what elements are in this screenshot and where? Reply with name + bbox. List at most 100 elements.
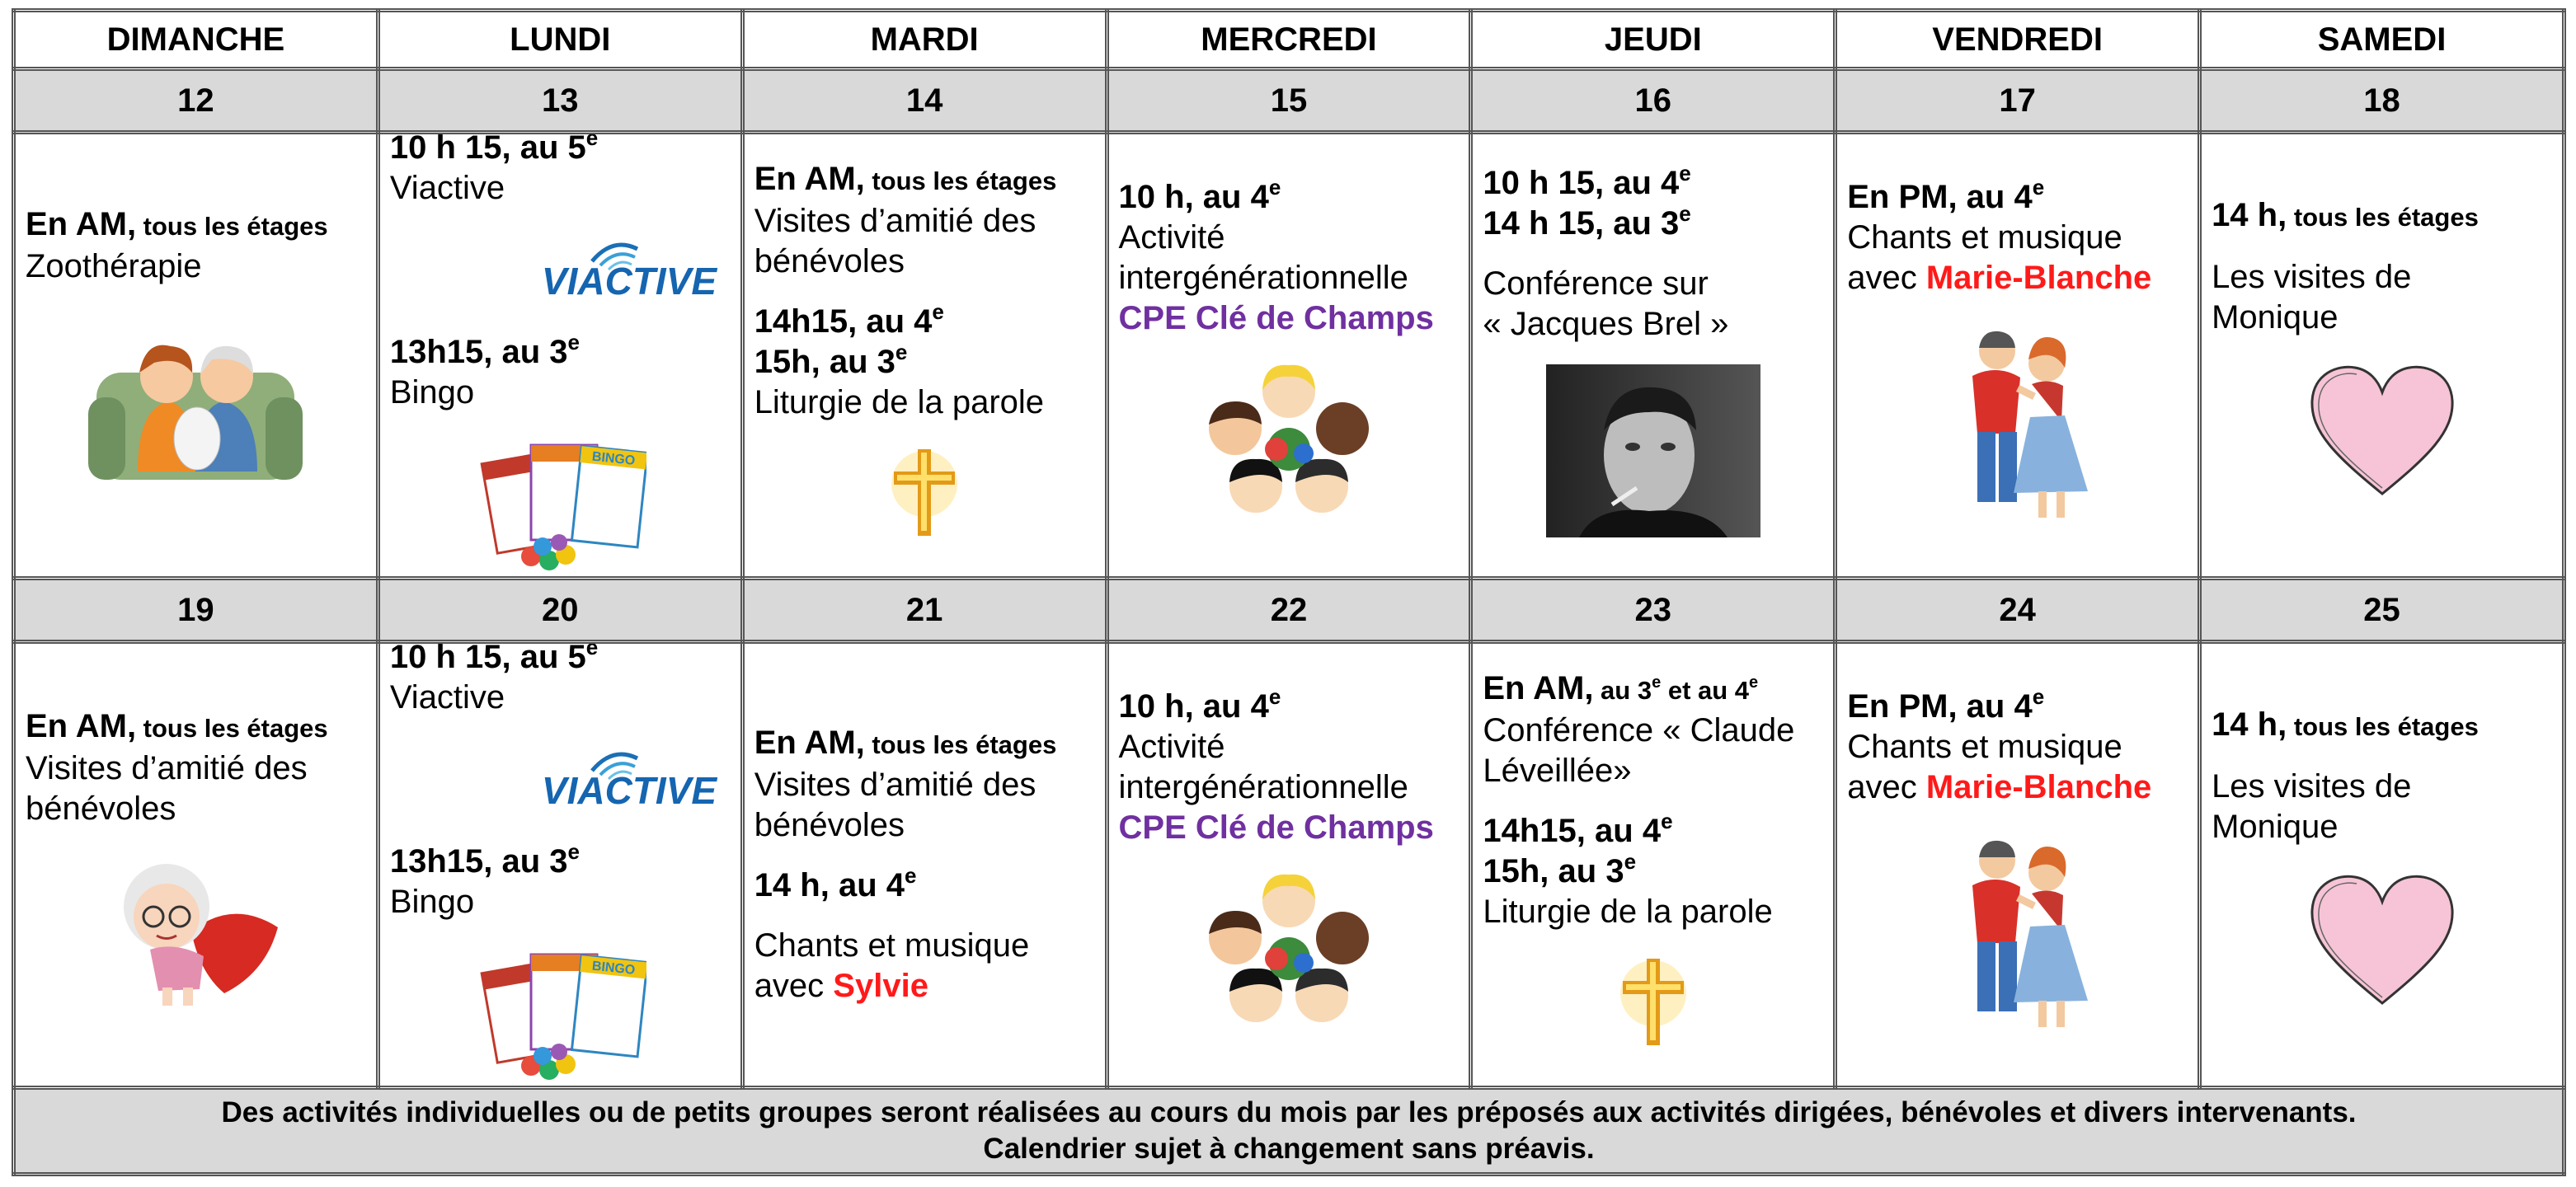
date-cell: 18 (2198, 67, 2566, 134)
icon-part (1229, 968, 1282, 992)
day-content: En PM, au 4e Chants et musique avec Marie-… (1837, 644, 2198, 1086)
text-line: Activité (1119, 218, 1460, 258)
day-cell: 10 h 15, au 5e Viactive VIACTIVE 13h15, a… (375, 130, 745, 580)
text-segment: Visites d’amitié des (754, 767, 1037, 803)
text-segment: En AM, (754, 161, 865, 197)
day-cell: En AM, tous les étages Zoothérapie (12, 130, 380, 580)
text-segment: intergénérationnelle (1118, 260, 1408, 296)
text-line: En PM, au 4e (1847, 176, 2188, 218)
text-line: En AM, tous les étages (754, 159, 1095, 201)
text-segment: tous les étages (136, 713, 328, 743)
logo-text: BINGO (591, 959, 636, 978)
icon-part (539, 1060, 560, 1080)
day-header: DIMANCHE (12, 8, 380, 71)
text-line: 15h, au 3e (754, 341, 1095, 382)
text-line: 10 h 15, au 5e (390, 644, 731, 678)
icon-part (1998, 941, 2017, 1011)
activity-row: En AM, tous les étages Visites d’amitié d… (12, 640, 2566, 1090)
illustration (1190, 868, 1388, 1043)
icon-part (1315, 912, 1369, 964)
header-row: DIMANCHE LUNDI MARDI MERCREDI JEUDI VENDREDI S… (12, 8, 2566, 71)
icon-part (2310, 875, 2454, 1005)
activity-block: 14h15, au 4e 15h, au 3e Liturgie de la par… (754, 301, 1095, 423)
text-segment: e (1679, 201, 1691, 226)
icon-part (1578, 509, 1728, 537)
footer-row: Des activités individuelles ou de petits… (12, 1086, 2566, 1176)
day-content: 10 h 15, au 5e Viactive VIACTIVE 13h15, a… (380, 644, 740, 1086)
text-segment: 10 h, au 4 (1118, 179, 1269, 215)
day-content: 10 h, au 4e Activité intergénérationnelle C… (1109, 134, 1469, 576)
date-cell: 19 (12, 576, 380, 644)
text-line: En AM, au 3e et au 4e (1483, 669, 1823, 711)
icon-part (173, 406, 221, 471)
icon-part (1262, 874, 1315, 899)
day-content: 10 h, au 4e Activité intergénérationnelle C… (1109, 644, 1469, 1086)
text-segment: e (1679, 161, 1691, 185)
icon-part (1624, 443, 1640, 451)
illustration-dancers (1972, 331, 2088, 518)
icon-part (599, 762, 636, 776)
icon-part (1229, 458, 1282, 482)
day-header: VENDREDI (1833, 8, 2202, 71)
text-segment: Léveillée» (1483, 753, 1632, 789)
icon-part (551, 534, 568, 551)
text-segment: tous les étages (2287, 202, 2479, 232)
text-line: 10 h, au 4e (1118, 176, 1460, 218)
icon-part (1660, 443, 1676, 451)
text-segment: avec (754, 968, 834, 1004)
icon-part (162, 987, 173, 1006)
illustration (1608, 952, 1699, 1061)
calendar-table: DIMANCHE LUNDI MARDI MERCREDI JEUDI VENDREDI S… (12, 8, 2566, 1176)
text-segment: Liturgie de la parole (754, 384, 1045, 420)
icon-part (1977, 431, 1995, 502)
text-line: 10 h, au 4e (1119, 686, 1460, 727)
text-segment: En PM, au 4 (1847, 178, 2033, 215)
icon-part (2038, 1000, 2047, 1027)
activity-block: 14h15, au 4e 15h, au 3e Liturgie de la par… (1483, 810, 1823, 932)
activity-block: 10 h 15, au 5e Viactive (390, 644, 731, 718)
illustration (80, 307, 311, 506)
footer-line: Calendrier sujet à changement sans préav… (983, 1133, 1595, 1165)
text-line: 14 h, tous les étages (2212, 195, 2552, 237)
text-line: bénévoles (754, 242, 1095, 282)
text-segment: 14 h, (2212, 196, 2287, 233)
text-segment: CPE Clé de Champs (1118, 809, 1434, 846)
footer-line: Des activités individuelles ou de petits… (221, 1096, 2357, 1128)
text-segment: 10 h 15, au 4 (1483, 165, 1680, 201)
activity-block: 10 h, au 4e Activité intergénérationnelle C… (1118, 176, 1460, 339)
illustration-viactive: VIACTIVE (542, 752, 717, 812)
text-segment: et au 4 (1661, 676, 1750, 705)
icon-part (580, 446, 648, 470)
icon-part (1603, 387, 1696, 430)
text-segment: Chants et musique (754, 927, 1030, 964)
text-line: Liturgie de la parole (1483, 892, 1823, 932)
illustration-kids (1208, 874, 1369, 1022)
illustration-viactive: VIACTIVE (542, 242, 717, 303)
icon-part (599, 252, 636, 267)
text-line: Liturgie de la parole (754, 382, 1095, 423)
text-segment: 14h15, au 4 (1483, 813, 1662, 849)
text-segment: Zoothérapie (26, 248, 202, 284)
text-line: bénévoles (26, 789, 366, 829)
text-segment: Activité (1118, 729, 1225, 765)
day-content: En AM, tous les étages Zoothérapie (16, 134, 376, 576)
illustration-heart (2310, 365, 2454, 495)
text-segment: 15h, au 3 (1483, 853, 1624, 889)
text-segment: 13h15, au 3 (389, 334, 568, 370)
activity-block: Conférence sur « Jacques Brel » (1483, 264, 1823, 345)
date-cell: 24 (1833, 576, 2202, 644)
icon-part (1262, 364, 1315, 390)
text-segment: Marie-Blanche (1925, 768, 2152, 805)
icon-part (897, 475, 952, 481)
day-content: 10 h 15, au 4e 14 h 15, au 3e Conférence s… (1473, 134, 1833, 576)
text-line: En PM, au 4e (1847, 686, 2188, 727)
illustration-kids (1208, 364, 1369, 513)
illustration-photo (1545, 364, 1760, 537)
date-cell: 22 (1104, 576, 1474, 644)
icon-part (1264, 947, 1288, 970)
icon-part (1603, 396, 1695, 514)
day-content: En AM, tous les étages Visites d’amitié d… (745, 644, 1105, 1086)
illustration (879, 443, 970, 551)
text-segment: Monique (2212, 298, 2339, 335)
